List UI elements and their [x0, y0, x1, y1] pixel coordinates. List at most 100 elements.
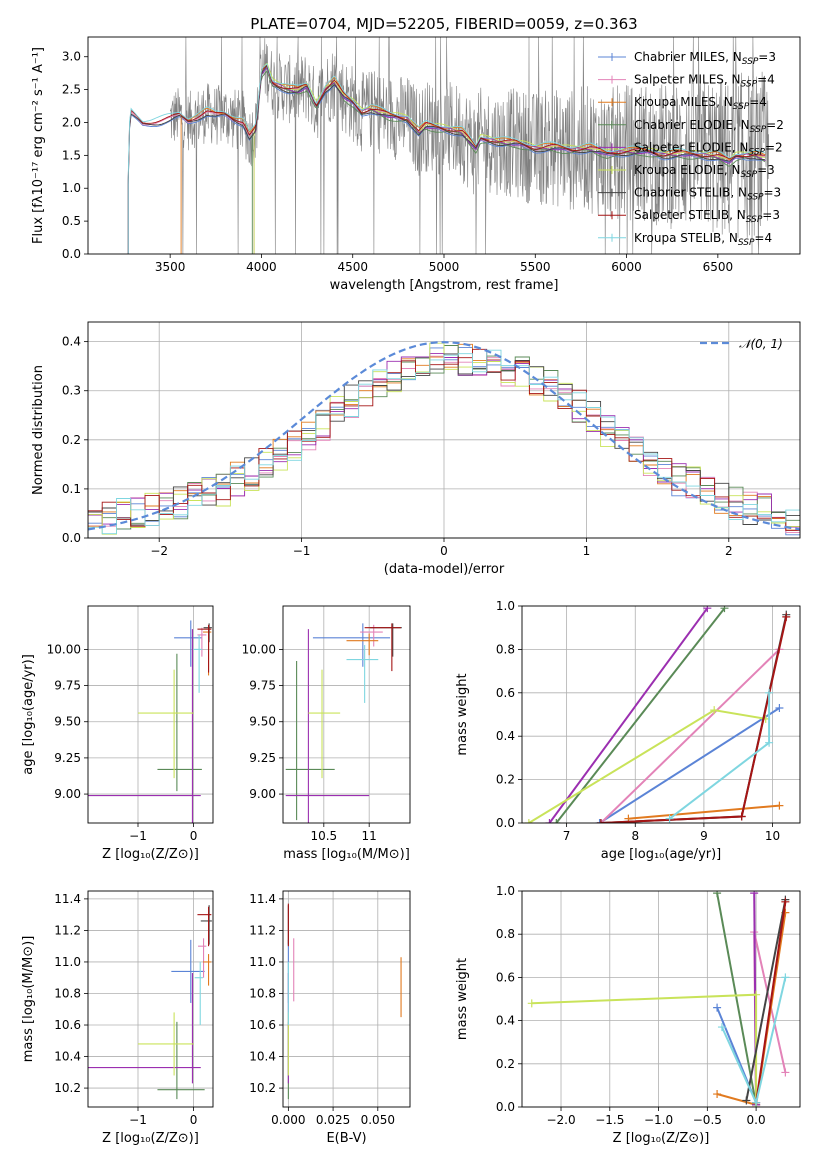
legend-entry: Kroupa STELIB, NSSP=4: [634, 231, 772, 248]
axes-frame: [282, 890, 411, 1108]
legend-entry-sub: SSP: [742, 57, 759, 67]
y-tick-label: 10.4: [249, 1050, 276, 1064]
histogram-salpeter-stelib: [88, 348, 800, 538]
plus-marker: [703, 606, 712, 613]
plus-marker: [552, 819, 561, 823]
errorbar-kroupa-elodie: [138, 1012, 194, 1076]
y-tick-label: 0.2: [496, 773, 515, 787]
y-axis-label: mass weight: [455, 958, 470, 1040]
legend-entry-sep: , N: [732, 140, 749, 154]
legend-entry-sep: , N: [724, 73, 741, 87]
ticks: −1 0 10.2 10.4 10.6 10.8 11.0 11.2 11.4: [54, 892, 197, 1127]
x-tick-label: 0.025: [316, 1113, 350, 1127]
x-tick-label: 9: [700, 829, 708, 843]
y-tick-label: 0.0: [62, 531, 81, 545]
x-axis-label: (data-model)/error: [384, 562, 505, 577]
legend-entry-name: Kroupa STELIB: [634, 231, 721, 245]
x-tick-label: 0: [190, 829, 198, 843]
legend-entry-sub: SSP: [746, 215, 763, 225]
x-tick-label: 4000: [246, 260, 277, 274]
y-tick-label: 1.5: [62, 148, 81, 162]
model-spectrum-salpeter-stelib: [127, 63, 765, 254]
y-tick-label: 9.25: [249, 751, 276, 765]
mass-weight-line-kroupa-stelib: [717, 973, 790, 1107]
y-tick-label: 10.00: [47, 642, 81, 656]
x-tick-label: 8: [631, 829, 639, 843]
y-axis-label: age [log₁₀(age/yr)]: [21, 654, 36, 775]
errorbar-salpeter-elodie: [88, 972, 201, 1084]
errorbar-kroupa-stelib: [194, 961, 203, 1026]
y-tick-label: 9.50: [249, 715, 276, 729]
legend-entry-sub: SSP: [750, 125, 767, 135]
x-tick-label: −1.5: [595, 1113, 624, 1127]
errorbar-salpeter-stelib: [197, 624, 212, 673]
legend-entry-name: Chabrier MILES: [634, 50, 725, 64]
errorbar-kroupa-stelib: [193, 634, 202, 693]
errorbar-chabrier-elodie: [157, 653, 202, 792]
model-spectrum-kroupa-stelib: [127, 63, 766, 254]
x-tick-label: 6500: [703, 260, 734, 274]
x-tick-label: 0: [440, 544, 448, 558]
model-spectrum-chabrier-stelib: [127, 65, 765, 254]
legend-entry-sub: SSP: [733, 102, 750, 112]
y-axis-label: mass [log₁₀(M/M⊙)]: [21, 936, 36, 1063]
ticks: −1 0 9.00 9.25 9.50 9.75 10.00: [47, 642, 198, 843]
errorbar-chabrier-elodie: [157, 1021, 205, 1100]
x-tick-label: 10.5: [310, 829, 337, 843]
legend-entry-name: Chabrier ELODIE: [634, 118, 733, 132]
panel-residuals: −2 −1 0 1 2 0.0 0.1 0.2 0.3 0.4 (data-model)/error…: [31, 321, 801, 577]
x-axis-label: Z [log₁₀(Z/Z⊙)]: [102, 847, 199, 862]
legend-entry: Kroupa MILES, NSSP=4: [634, 95, 767, 112]
plot-area: [88, 905, 212, 1100]
plot-area: [285, 623, 402, 823]
plus-marker: [545, 819, 554, 823]
histogram-kroupa-stelib: [88, 349, 800, 538]
legend-entry: Salpeter MILES, NSSP=4: [634, 73, 775, 90]
plus-marker: [596, 819, 605, 823]
legend-entry-n: =4: [757, 73, 775, 87]
legend-entry-sep: , N: [730, 186, 747, 200]
x-tick-label: 0.050: [361, 1113, 395, 1127]
errorbar-kroupa-elodie: [308, 669, 341, 779]
mass-weight-line-chabrier-elodie: [552, 606, 729, 823]
plus-marker: [737, 812, 746, 821]
plus-marker: [752, 990, 761, 999]
legend-entry-n: =4: [754, 231, 772, 245]
plus-marker: [782, 612, 791, 621]
weight-line: [548, 607, 709, 823]
legend-entry-name: Kroupa ELODIE: [634, 163, 724, 177]
y-tick-label: 9.00: [54, 787, 81, 801]
legend-entry-name: Salpeter ELODIE: [634, 140, 732, 154]
y-tick-label: 0.0: [496, 816, 515, 830]
x-tick-label: 0.000: [271, 1113, 305, 1127]
plot-area: [287, 903, 402, 1100]
y-tick-label: 9.00: [249, 787, 276, 801]
y-tick-label: 0.4: [496, 1014, 515, 1028]
errorbar-chabrier-miles: [174, 620, 202, 667]
weight-line: [628, 804, 780, 820]
errorbar-salpeter-miles: [360, 624, 383, 647]
ticks: 3500 4000 4500 5000 5500 6000 6500 0.0 0.5 1.0 1.5…: [62, 50, 733, 274]
x-tick-label: 4500: [337, 260, 368, 274]
panel-mass-vs-ebv: 0.000 0.025 0.050 10.2 10.4 10.6 10.8 11.0 11.2 1…: [249, 890, 411, 1146]
plus-marker: [781, 1068, 790, 1077]
y-tick-label: 11.4: [54, 892, 81, 906]
weight-line: [755, 901, 787, 1103]
plot-area: [524, 606, 791, 823]
x-tick-label: 6000: [611, 260, 642, 274]
legend: 𝒩(0, 1): [700, 337, 783, 351]
axes-frame: [87, 36, 801, 255]
x-axis-label: age [log₁₀(age/yr)]: [601, 847, 722, 862]
legend-entry-name: Chabrier STELIB: [634, 186, 730, 200]
legend-entry-name: Salpeter STELIB: [634, 208, 729, 222]
errorbar-chabrier-miles: [171, 939, 205, 1003]
axes-frame: [282, 605, 411, 824]
x-axis-label: mass [log₁₀(M/M⊙)]: [283, 847, 410, 862]
y-tick-label: 9.25: [54, 751, 81, 765]
x-tick-label: −1: [293, 544, 311, 558]
axes-frame: [521, 890, 801, 1108]
legend-entry: 𝒩(0, 1): [739, 337, 783, 351]
x-tick-label: 0: [190, 1113, 198, 1127]
